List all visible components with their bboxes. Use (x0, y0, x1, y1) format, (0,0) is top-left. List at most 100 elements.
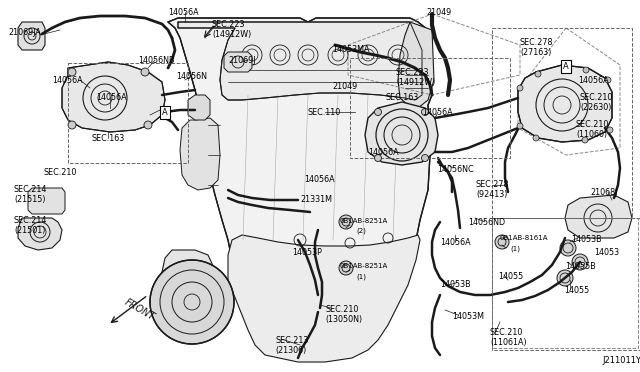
Text: SEC.210: SEC.210 (490, 328, 524, 337)
Text: J211011Y: J211011Y (602, 356, 640, 365)
Polygon shape (365, 102, 438, 165)
Text: SEC.210: SEC.210 (44, 168, 77, 177)
Text: SEC.278: SEC.278 (520, 38, 554, 47)
Polygon shape (18, 218, 62, 250)
Circle shape (141, 68, 149, 76)
Polygon shape (224, 52, 252, 72)
Circle shape (374, 154, 381, 161)
Bar (350, 58, 510, 158)
Text: (11061A): (11061A) (490, 338, 527, 347)
Circle shape (422, 154, 429, 161)
Polygon shape (188, 95, 210, 120)
Text: SEC.223: SEC.223 (396, 68, 429, 77)
Text: 14053: 14053 (594, 248, 619, 257)
Text: (11060): (11060) (576, 130, 607, 139)
Text: A: A (563, 62, 569, 71)
Text: 14055: 14055 (564, 286, 589, 295)
Text: 14056A: 14056A (168, 8, 198, 17)
Polygon shape (565, 195, 632, 238)
Text: SEC.213: SEC.213 (275, 336, 308, 345)
Text: 14056A: 14056A (96, 93, 127, 102)
Polygon shape (228, 235, 420, 362)
Text: (13050N): (13050N) (325, 315, 362, 324)
Text: 14056A: 14056A (422, 108, 452, 117)
Text: 14053M: 14053M (452, 312, 484, 321)
Circle shape (560, 240, 576, 256)
Text: 14053MA: 14053MA (332, 45, 369, 54)
Text: SEC.210: SEC.210 (580, 93, 613, 102)
Text: 14053B: 14053B (571, 235, 602, 244)
Circle shape (150, 260, 234, 344)
Text: 14056A: 14056A (578, 76, 609, 85)
Bar (492, 28, 632, 218)
Circle shape (339, 261, 353, 275)
Text: 0B1AB-8161A: 0B1AB-8161A (499, 235, 547, 241)
Text: SEC.214: SEC.214 (14, 185, 47, 194)
Text: SEC.210: SEC.210 (576, 120, 609, 129)
Polygon shape (28, 188, 65, 214)
Text: (27163): (27163) (520, 48, 552, 57)
Text: 21069JA: 21069JA (8, 28, 41, 37)
Text: 0B1AB-8251A: 0B1AB-8251A (340, 218, 388, 224)
Circle shape (495, 235, 509, 249)
Text: (1): (1) (356, 273, 366, 279)
Circle shape (517, 85, 523, 91)
Text: 14056NB: 14056NB (138, 56, 175, 65)
Circle shape (374, 109, 381, 115)
Text: (21501): (21501) (14, 226, 45, 235)
Text: SEC.278: SEC.278 (476, 180, 509, 189)
Circle shape (517, 123, 523, 129)
Circle shape (535, 71, 541, 77)
Circle shape (582, 137, 588, 143)
Circle shape (583, 67, 589, 73)
Text: (14912W): (14912W) (212, 30, 252, 39)
Text: 14055B: 14055B (565, 262, 596, 271)
Polygon shape (62, 62, 165, 132)
Circle shape (557, 270, 573, 286)
Text: 14056ND: 14056ND (468, 218, 505, 227)
Text: SEC.214: SEC.214 (14, 216, 47, 225)
Text: 14056NC: 14056NC (437, 165, 474, 174)
Bar (492, 218, 640, 350)
Text: 0B1AB-8251A: 0B1AB-8251A (340, 263, 388, 269)
Text: (92413): (92413) (476, 190, 508, 199)
Circle shape (605, 77, 611, 83)
Text: SEC.110: SEC.110 (308, 108, 341, 117)
Polygon shape (398, 22, 434, 108)
Text: SEC.210: SEC.210 (325, 305, 358, 314)
Polygon shape (180, 118, 220, 190)
Circle shape (533, 135, 539, 141)
Text: 14056A: 14056A (368, 148, 399, 157)
Text: 14056A: 14056A (52, 76, 83, 85)
Circle shape (572, 254, 588, 270)
Text: (1): (1) (510, 245, 520, 251)
Text: (21515): (21515) (14, 195, 45, 204)
Circle shape (68, 68, 76, 76)
Circle shape (68, 121, 76, 129)
Text: (14912W): (14912W) (396, 78, 435, 87)
Text: 21331M: 21331M (300, 195, 332, 204)
Polygon shape (18, 22, 45, 50)
Text: 21069J: 21069J (228, 56, 255, 65)
Text: 14056N: 14056N (176, 72, 207, 81)
Text: SEC.163: SEC.163 (92, 134, 125, 143)
Circle shape (339, 215, 353, 229)
Text: 21068J: 21068J (590, 188, 618, 197)
Text: (21306): (21306) (275, 346, 307, 355)
Text: 21049: 21049 (426, 8, 451, 17)
Text: 14056A: 14056A (440, 238, 470, 247)
Text: (22630): (22630) (580, 103, 611, 112)
Text: SEC.223: SEC.223 (212, 20, 246, 29)
Text: 14055: 14055 (498, 272, 524, 281)
Polygon shape (168, 18, 432, 360)
Text: A: A (162, 108, 168, 117)
Circle shape (422, 109, 429, 115)
Text: 21049: 21049 (332, 82, 357, 91)
Text: 14053B: 14053B (440, 280, 470, 289)
Text: SEC.163: SEC.163 (385, 93, 419, 102)
Text: 14053P: 14053P (292, 248, 322, 257)
Polygon shape (162, 250, 215, 340)
Circle shape (607, 127, 613, 133)
Bar (68, 63, 188, 163)
Text: 14056A: 14056A (304, 175, 335, 184)
